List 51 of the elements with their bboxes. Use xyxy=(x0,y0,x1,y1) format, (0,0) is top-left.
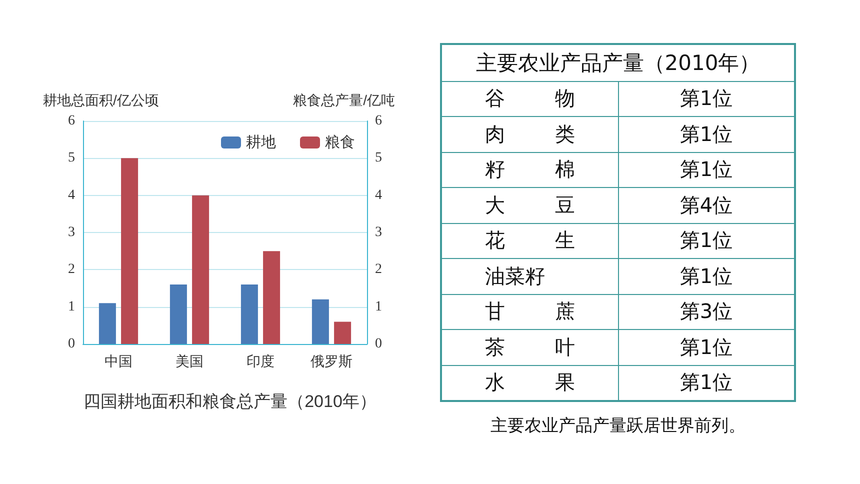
y-axis-title: 耕地总面积/亿公顷 xyxy=(43,92,159,108)
y2-tick-label: 6 xyxy=(375,114,382,128)
text: 第1位 xyxy=(680,370,733,394)
category-label: 甘蔗 xyxy=(484,298,575,326)
y2-tick-label: 1 xyxy=(375,299,382,314)
bar xyxy=(192,195,210,344)
bar xyxy=(334,322,352,344)
text: 主要农业产品产量（2010年） xyxy=(441,44,795,81)
y-tick-label: 6 xyxy=(68,114,75,128)
text: 第1位 xyxy=(680,264,733,288)
text: 四国耕地面积和粮食总产量（2010年） xyxy=(84,392,376,411)
text: 第1位 xyxy=(680,86,733,110)
category-label: 茶叶 xyxy=(484,334,575,361)
x-tick-label: 印度 xyxy=(246,353,274,369)
y-tick-label: 0 xyxy=(68,336,75,352)
category-label: 谷物 xyxy=(484,85,575,112)
text: 第1位 xyxy=(680,228,733,252)
bar xyxy=(263,251,280,344)
y2-axis-title: 粮食总产量/亿吨 xyxy=(293,92,395,108)
y2-tick-label: 3 xyxy=(375,225,382,240)
y2-tick-label: 4 xyxy=(375,188,382,203)
y-tick-label: 2 xyxy=(68,262,75,278)
y-tick-label: 4 xyxy=(68,188,75,203)
x-tick-label: 美国 xyxy=(176,353,204,369)
text: 第4位 xyxy=(680,192,733,217)
legend-label: 耕地 xyxy=(246,134,276,151)
category-label: 花生 xyxy=(484,227,575,254)
y-tick-label: 3 xyxy=(68,225,75,240)
text: 第1位 xyxy=(680,334,733,359)
bar xyxy=(98,303,116,344)
category-label: 油菜籽 xyxy=(484,262,546,290)
text: 第1位 xyxy=(680,122,733,146)
y2-tick-label: 5 xyxy=(375,150,382,166)
category-label: 肉类 xyxy=(484,120,575,148)
y2-tick-label: 0 xyxy=(375,336,382,352)
legend-label: 粮食 xyxy=(325,134,355,151)
category-label: 大豆 xyxy=(484,192,575,219)
bar xyxy=(312,299,329,344)
y-tick-label: 1 xyxy=(68,299,75,314)
category-label: 水果 xyxy=(484,369,575,396)
text: 第3位 xyxy=(680,299,733,324)
bar xyxy=(240,284,258,344)
text: 主要农业产品产量跃居世界前列。 xyxy=(490,414,746,436)
y2-tick-label: 2 xyxy=(375,262,382,278)
bar xyxy=(121,158,138,344)
bar xyxy=(170,284,187,344)
y-tick-label: 5 xyxy=(68,150,75,166)
category-label: 籽棉 xyxy=(484,156,575,184)
text: 第1位 xyxy=(680,157,733,182)
x-tick-label: 俄罗斯 xyxy=(310,353,352,369)
x-tick-label: 中国 xyxy=(104,353,132,369)
